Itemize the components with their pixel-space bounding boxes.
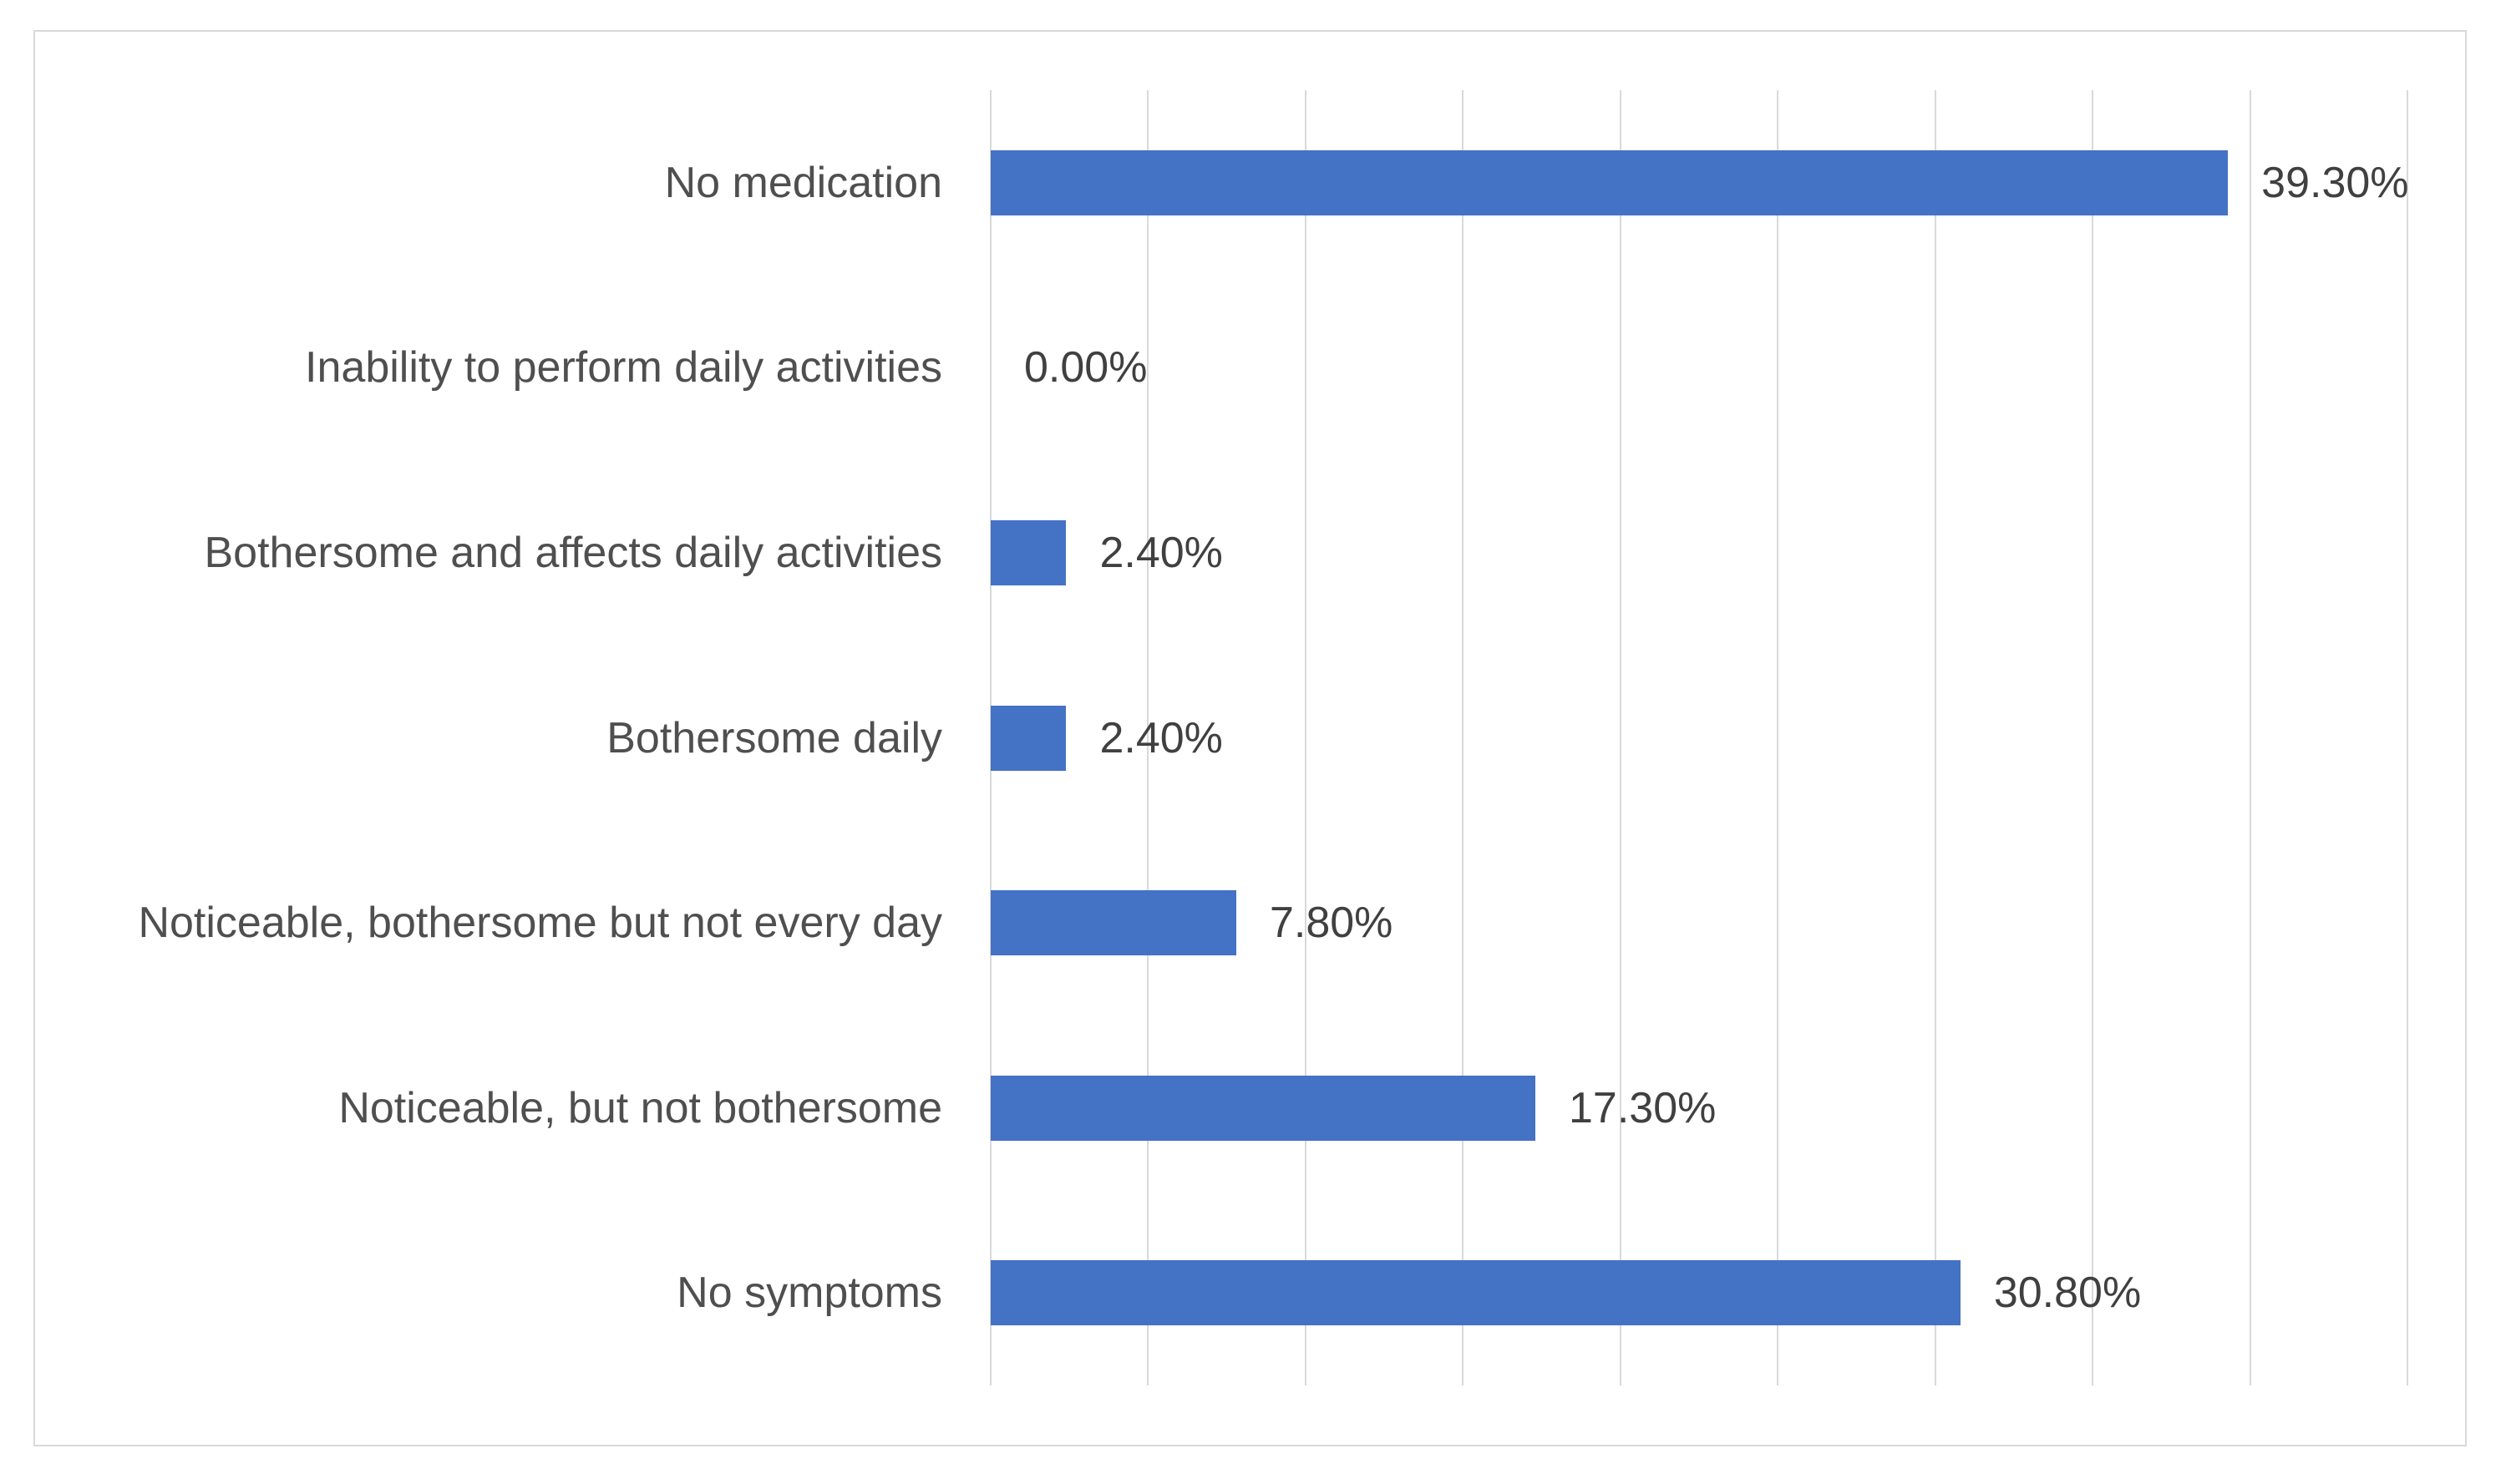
bar xyxy=(991,519,1067,585)
gridline xyxy=(1462,90,1464,1385)
gridline xyxy=(1619,90,1621,1385)
gridline xyxy=(1777,90,1779,1385)
value-label: 2.40% xyxy=(1099,528,1223,577)
category-label: Noticeable, but not bothersome xyxy=(338,1083,942,1132)
value-label: 17.30% xyxy=(1569,1083,1717,1132)
bar xyxy=(991,705,1067,771)
gridline xyxy=(1934,90,1936,1385)
category-label: Bothersome daily xyxy=(606,713,942,762)
value-label: 7.80% xyxy=(1269,899,1393,948)
category-label: No symptoms xyxy=(677,1269,942,1318)
chart-row: No medication 39.30% xyxy=(665,90,2409,276)
gridline xyxy=(2407,90,2408,1385)
chart-frame: No medication 39.30% Inability to perfor… xyxy=(33,30,2467,1446)
category-label: Bothersome and affects daily activities xyxy=(204,528,943,577)
plot-area: No medication 39.30% Inability to perfor… xyxy=(138,90,2409,1385)
value-label: 0.00% xyxy=(1024,343,1148,393)
chart-row: No symptoms 30.80% xyxy=(677,1200,2407,1385)
value-label: 2.40% xyxy=(1099,713,1223,762)
bar xyxy=(991,1260,1961,1326)
rows: No medication 39.30% Inability to perfor… xyxy=(138,90,2409,1385)
gridline xyxy=(2092,90,2094,1385)
bar xyxy=(991,890,1236,956)
chart-row: Noticeable, but not bothersome 17.30% xyxy=(338,1016,2407,1201)
value-label: 39.30% xyxy=(2261,158,2409,207)
category-label: No medication xyxy=(664,158,942,207)
category-label: Noticeable, bothersome but not every day xyxy=(138,899,942,948)
gridline xyxy=(1147,90,1149,1385)
chart-row: Inability to perform daily activities 0.… xyxy=(305,276,2407,461)
category-label: Inability to perform daily activities xyxy=(305,343,942,393)
chart-row: Bothersome and affects daily activities … xyxy=(205,460,2407,646)
chart-row: Noticeable, bothersome but not every day… xyxy=(138,830,2407,1016)
bar xyxy=(991,149,2229,215)
gridline xyxy=(1304,90,1306,1385)
bar xyxy=(991,1075,1536,1141)
value-label: 30.80% xyxy=(1993,1269,2142,1318)
gridline xyxy=(2249,90,2251,1385)
chart-row: Bothersome daily 2.40% xyxy=(606,646,2407,831)
